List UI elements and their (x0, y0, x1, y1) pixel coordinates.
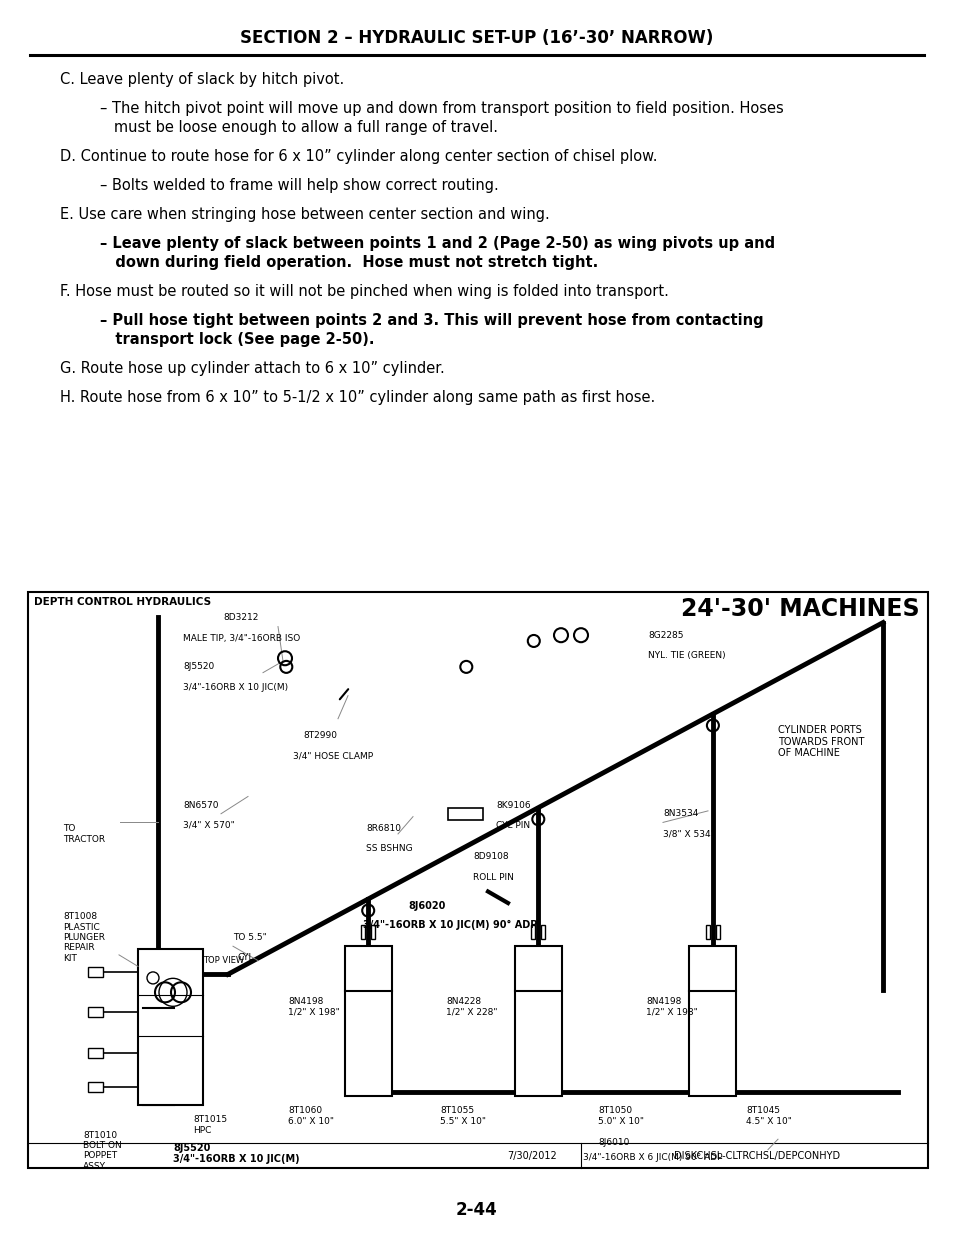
Bar (689, 946, 736, 1095)
Text: 3/4" HOSE CLAMP: 3/4" HOSE CLAMP (293, 752, 373, 761)
Bar (88, 967, 103, 977)
Text: 8J6020: 8J6020 (408, 900, 445, 911)
Text: 8J5520: 8J5520 (183, 662, 214, 672)
Text: 8G2285: 8G2285 (647, 631, 682, 640)
Bar (361, 925, 365, 939)
Text: 2-44: 2-44 (456, 1200, 497, 1219)
Bar (515, 946, 561, 1095)
Text: 8N6570: 8N6570 (183, 800, 218, 810)
Text: TO
TRACTOR: TO TRACTOR (63, 824, 105, 844)
Text: DISKCHSL-CLTRCHSL/DEPCONHYD: DISKCHSL-CLTRCHSL/DEPCONHYD (673, 1151, 840, 1161)
Bar (715, 925, 720, 939)
Text: 8D9108: 8D9108 (473, 852, 508, 862)
Text: 3/4" X 570": 3/4" X 570" (183, 821, 234, 830)
Bar (138, 950, 203, 1104)
Text: 8T1055
5.5" X 10": 8T1055 5.5" X 10" (439, 1107, 485, 1126)
Text: – Leave plenty of slack between points 1 and 2 (Page 2-50) as wing pivots up and: – Leave plenty of slack between points 1… (100, 236, 774, 251)
Text: 8N4228
1/2" X 228": 8N4228 1/2" X 228" (446, 997, 497, 1016)
Text: 3/4"-16ORB X 10 JIC(M) 90° ADP: 3/4"-16ORB X 10 JIC(M) 90° ADP (363, 920, 537, 930)
Text: 8T1015
HPC: 8T1015 HPC (193, 1115, 227, 1135)
Bar (88, 1047, 103, 1058)
Text: 8T1008
PLASTIC
PLUNGER
REPAIR
KIT: 8T1008 PLASTIC PLUNGER REPAIR KIT (63, 913, 105, 963)
Bar (371, 925, 375, 939)
Text: CYLINDER PORTS
TOWARDS FRONT
OF MACHINE: CYLINDER PORTS TOWARDS FRONT OF MACHINE (778, 725, 863, 758)
Text: 8T1045
4.5" X 10": 8T1045 4.5" X 10" (745, 1107, 791, 1126)
Text: 8J5520
3/4"-16ORB X 10 JIC(M): 8J5520 3/4"-16ORB X 10 JIC(M) (172, 1142, 299, 1165)
Text: MALE TIP, 3/4"-16ORB ISO: MALE TIP, 3/4"-16ORB ISO (183, 634, 300, 642)
Bar (143, 967, 174, 1104)
Text: SECTION 2 – HYDRAULIC SET-UP (16’-30’ NARROW): SECTION 2 – HYDRAULIC SET-UP (16’-30’ NA… (240, 28, 713, 47)
Text: 24'-30' MACHINES: 24'-30' MACHINES (680, 597, 919, 621)
Bar (88, 1008, 103, 1018)
Text: C. Leave plenty of slack by hitch pivot.: C. Leave plenty of slack by hitch pivot. (60, 72, 344, 86)
Bar (344, 946, 391, 1095)
Text: 8J6010: 8J6010 (598, 1137, 629, 1146)
Text: E. Use care when stringing hose between center section and wing.: E. Use care when stringing hose between … (60, 207, 549, 222)
Text: G. Route hose up cylinder attach to 6 x 10” cylinder.: G. Route hose up cylinder attach to 6 x … (60, 361, 444, 375)
Bar (531, 925, 535, 939)
Text: D. Continue to route hose for 6 x 10” cylinder along center section of chisel pl: D. Continue to route hose for 6 x 10” cy… (60, 149, 657, 164)
Text: transport lock (See page 2-50).: transport lock (See page 2-50). (100, 332, 375, 347)
Text: down during field operation.  Hose must not stretch tight.: down during field operation. Hose must n… (100, 254, 598, 270)
Bar (705, 925, 709, 939)
Text: F. Hose must be routed so it will not be pinched when wing is folded into transp: F. Hose must be routed so it will not be… (60, 284, 668, 299)
Text: CYL.: CYL. (237, 953, 257, 962)
Text: H. Route hose from 6 x 10” to 5-1/2 x 10” cylinder along same path as first hose: H. Route hose from 6 x 10” to 5-1/2 x 10… (60, 390, 655, 405)
Text: – The hitch pivot point will move up and down from transport position to field p: – The hitch pivot point will move up and… (100, 101, 783, 116)
Text: 8T1050
5.0" X 10": 8T1050 5.0" X 10" (598, 1107, 643, 1126)
Text: 3/8" X 534": 3/8" X 534" (662, 830, 714, 839)
Bar (448, 808, 482, 820)
Text: 3/4"-16ORB X 10 JIC(M): 3/4"-16ORB X 10 JIC(M) (183, 683, 288, 692)
Text: 3/4"-16ORB X 6 JIC(M) 90° ADP: 3/4"-16ORB X 6 JIC(M) 90° ADP (582, 1153, 721, 1162)
Text: TOP VIEW: TOP VIEW (203, 956, 244, 965)
Text: 8K9106: 8K9106 (496, 800, 530, 810)
Text: 7/30/2012: 7/30/2012 (507, 1151, 557, 1161)
Text: 8T1010
BOLT ON
POPPET
ASSY: 8T1010 BOLT ON POPPET ASSY (83, 1130, 122, 1171)
Text: 8N3534: 8N3534 (662, 809, 698, 819)
Bar (88, 1082, 103, 1093)
Text: 8T2990: 8T2990 (303, 731, 336, 741)
Text: ROLL PIN: ROLL PIN (473, 873, 514, 882)
Text: – Bolts welded to frame will help show correct routing.: – Bolts welded to frame will help show c… (100, 178, 498, 193)
Text: 8T1060
6.0" X 10": 8T1060 6.0" X 10" (288, 1107, 334, 1126)
Text: 8N4198
1/2" X 198": 8N4198 1/2" X 198" (645, 997, 697, 1016)
Text: – Pull hose tight between points 2 and 3. This will prevent hose from contacting: – Pull hose tight between points 2 and 3… (100, 312, 762, 329)
Text: SS BSHNG: SS BSHNG (366, 844, 413, 853)
Text: DEPTH CONTROL HYDRAULICS: DEPTH CONTROL HYDRAULICS (34, 597, 211, 606)
Text: CYL PIN: CYL PIN (496, 821, 530, 830)
Text: 8R6810: 8R6810 (366, 824, 400, 832)
Bar (540, 925, 545, 939)
Text: NYL. TIE (GREEN): NYL. TIE (GREEN) (647, 651, 725, 659)
Text: TO 5.5": TO 5.5" (233, 934, 267, 942)
Text: 8D3212: 8D3212 (223, 614, 258, 622)
Bar (28, 592, 927, 1168)
Text: 8N4198
1/2" X 198": 8N4198 1/2" X 198" (288, 997, 339, 1016)
Text: must be loose enough to allow a full range of travel.: must be loose enough to allow a full ran… (100, 120, 497, 135)
